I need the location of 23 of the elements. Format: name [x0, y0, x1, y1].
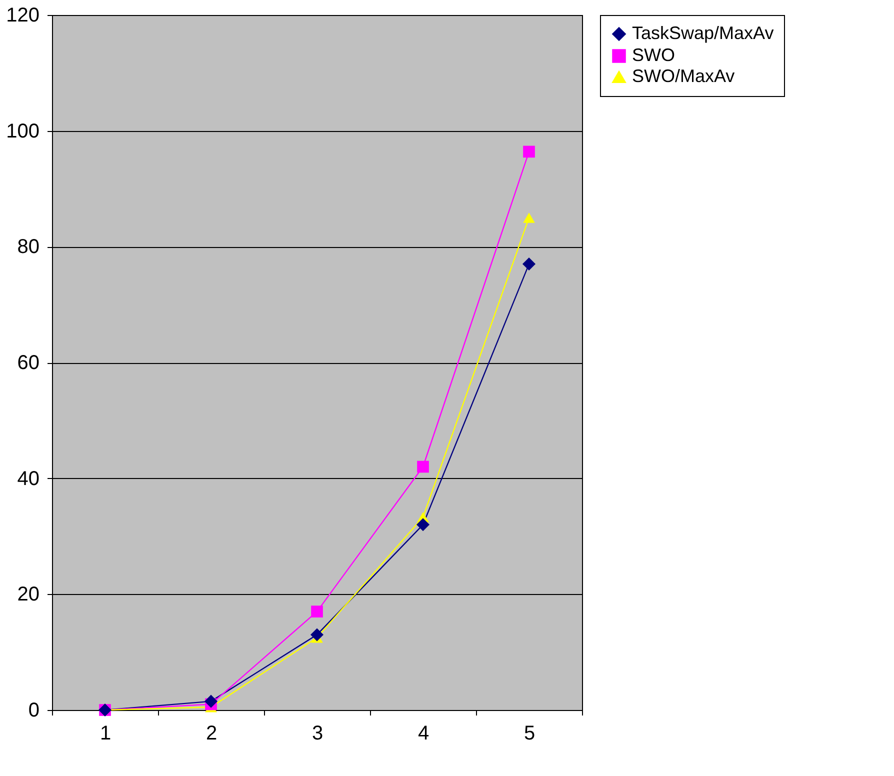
- point: [311, 606, 323, 618]
- legend-label: SWO/MaxAv: [632, 66, 735, 86]
- y-tick-label: 20: [17, 584, 40, 606]
- point: [522, 258, 536, 271]
- x-tick-label: 3: [312, 722, 324, 744]
- x-tick-label: 2: [206, 722, 218, 744]
- y-tick-label: 120: [6, 4, 40, 26]
- x-tick-label: 4: [418, 722, 430, 744]
- legend-label: SWO: [632, 45, 675, 65]
- y-tick-label: 0: [28, 700, 40, 722]
- point: [416, 518, 430, 532]
- point: [310, 628, 324, 642]
- x-tick-label: 1: [100, 722, 112, 744]
- point: [523, 212, 535, 223]
- y-tick-label: 60: [17, 352, 40, 374]
- point: [204, 694, 218, 708]
- legend-label: TaskSwap/MaxAv: [632, 23, 774, 43]
- y-tick-label: 40: [17, 468, 40, 490]
- y-tick-label: 80: [17, 236, 40, 258]
- point: [523, 146, 535, 158]
- x-tick-label: 5: [524, 722, 536, 744]
- y-tick-label: 100: [6, 120, 40, 142]
- point: [417, 460, 429, 473]
